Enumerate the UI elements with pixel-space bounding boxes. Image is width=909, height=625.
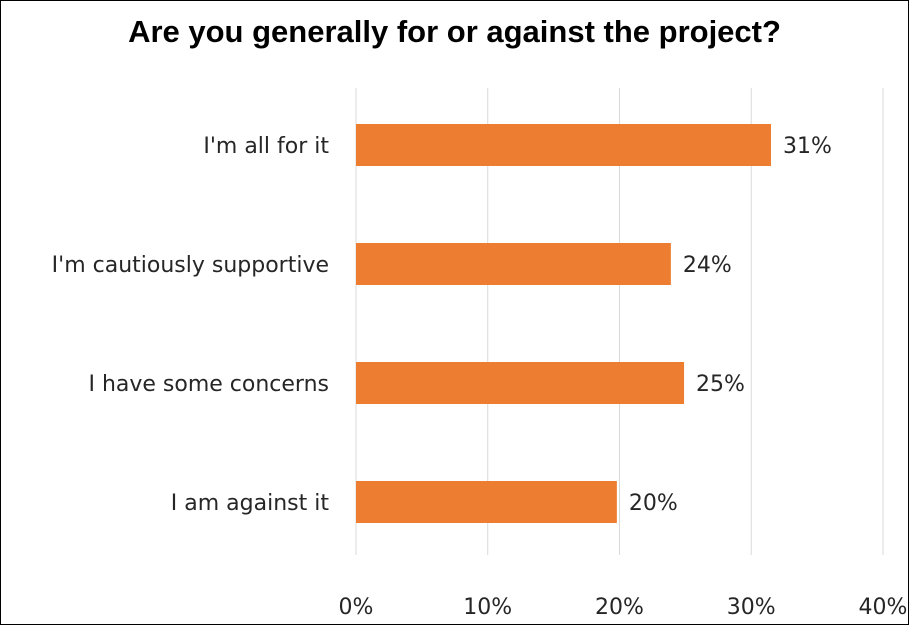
category-label: I'm cautiously supportive [52,253,329,278]
chart-title: Are you generally for or against the pro… [128,14,781,49]
x-tick-label: 20% [595,595,644,620]
category-label: I have some concerns [88,372,329,397]
bar [356,124,772,166]
data-label: 20% [629,491,678,516]
category-label: I'm all for it [203,134,329,159]
category-label: I am against it [171,491,330,516]
bar [356,243,671,285]
x-tick-label: 30% [727,595,776,620]
data-label: 24% [683,253,732,278]
x-tick-label: 0% [339,595,374,620]
bar [356,362,685,404]
bar [356,481,617,523]
data-label: 31% [783,134,832,159]
x-tick-label: 40% [859,595,908,620]
x-tick-label: 10% [463,595,512,620]
data-label: 25% [696,372,745,397]
